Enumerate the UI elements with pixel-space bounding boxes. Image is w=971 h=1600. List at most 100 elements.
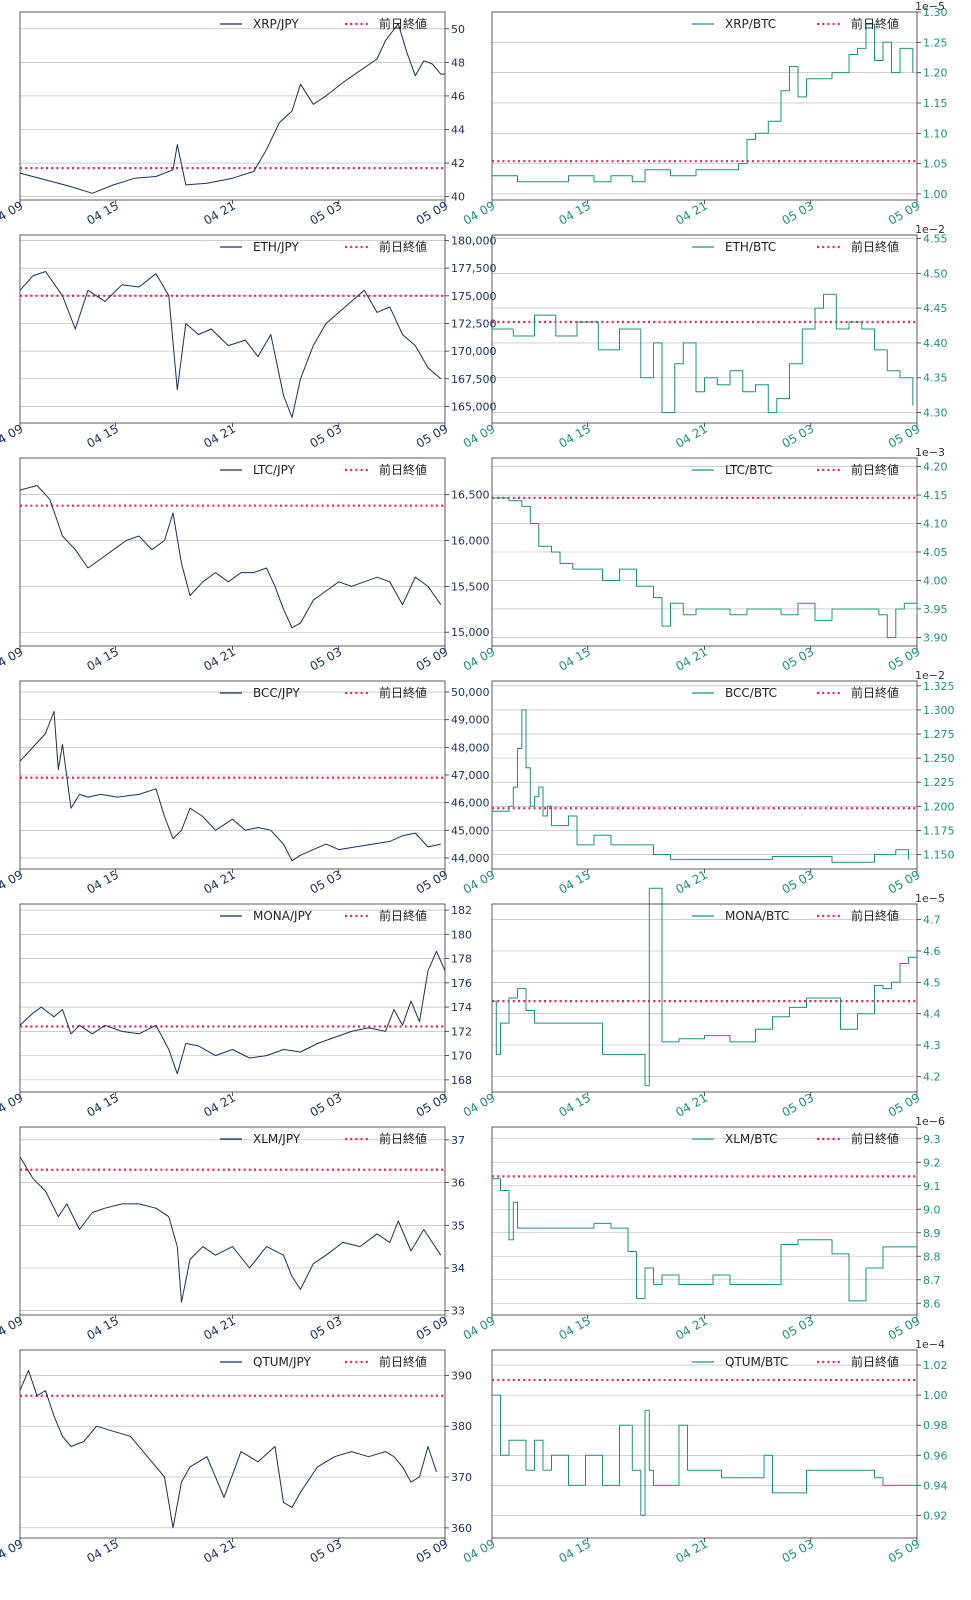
y-tick-label: 1.225 <box>923 776 955 789</box>
y-tick-label: 176 <box>451 977 472 990</box>
y-tick-label: 40 <box>451 191 465 204</box>
legend-reference-label: 前日終値 <box>379 685 427 700</box>
y-tick-label: 9.3 <box>923 1133 941 1146</box>
plot-frame <box>19 903 446 1093</box>
x-tick-label: 04 15 <box>556 1313 593 1342</box>
legend-reference-label: 前日終値 <box>851 239 899 254</box>
plot-frame <box>491 1349 918 1539</box>
legend-reference-label: 前日終値 <box>851 1131 899 1146</box>
x-tick-label: 05 09 <box>414 1090 451 1119</box>
axis-exponent: 1e−5 <box>915 892 945 905</box>
x-tick-label: 05 03 <box>307 1090 344 1119</box>
y-tick-label: 172,500 <box>451 317 497 330</box>
y-tick-label: 37 <box>451 1134 465 1147</box>
legend-reference-label: 前日終値 <box>851 1354 899 1369</box>
y-tick-label: 1.20 <box>923 67 948 80</box>
x-tick-label: 05 03 <box>779 421 816 450</box>
y-tick-label: 49,000 <box>451 714 490 727</box>
chart-7: 1.150 1.175 1.200 1.225 1.250 1.275 1.300 1.325… <box>461 669 955 897</box>
axis-exponent: 1e−5 <box>915 0 945 13</box>
legend-series-label: MONA/BTC <box>725 909 789 923</box>
series-line <box>19 23 445 194</box>
x-tick-label: 05 09 <box>414 1313 451 1342</box>
series-line <box>19 710 441 862</box>
y-tick-label: 50,000 <box>451 686 490 699</box>
y-tick-label: 182 <box>451 904 472 917</box>
x-tick-label: 05 03 <box>307 1536 344 1565</box>
y-tick-label: 4.05 <box>923 546 948 559</box>
y-tick-label: 1.25 <box>923 36 948 49</box>
y-tick-label: 48,000 <box>451 741 490 754</box>
chart-13: 0.92 0.94 0.96 0.98 1.00 1.02 1e−4 04 09 04 15 04… <box>461 1338 948 1566</box>
y-tick-label: 1.150 <box>923 849 955 862</box>
axis-exponent: 1e−4 <box>915 1338 945 1351</box>
legend-reference-label: 前日終値 <box>851 908 899 923</box>
legend-series-label: QTUM/BTC <box>725 1355 788 1369</box>
y-tick-label: 34 <box>451 1262 465 1275</box>
x-tick-label: 04 09 <box>461 1090 498 1119</box>
y-tick-label: 8.7 <box>923 1274 941 1287</box>
legend-series-label: BCC/JPY <box>253 686 300 700</box>
y-tick-label: 1.325 <box>923 680 955 693</box>
x-tick-label: 04 09 <box>0 1090 26 1119</box>
x-tick-label: 05 03 <box>307 867 344 896</box>
x-tick-label: 04 15 <box>556 198 593 227</box>
x-tick-label: 04 15 <box>84 198 121 227</box>
chart-2: 165,000 167,500 170,000 172,500 175,000 177,5… <box>0 235 497 451</box>
x-tick-label: 04 15 <box>556 421 593 450</box>
legend-reference-label: 前日終値 <box>379 16 427 31</box>
y-tick-label: 35 <box>451 1219 465 1232</box>
chart-8: 168 170 172 174 176 178 180 182 04 09 04 15 04 21 0… <box>0 903 472 1120</box>
x-tick-label: 04 15 <box>84 421 121 450</box>
x-tick-label: 04 09 <box>0 644 26 673</box>
axis-exponent: 1e−3 <box>915 446 945 459</box>
y-tick-label: 4.55 <box>923 232 948 245</box>
x-tick-label: 05 09 <box>414 1536 451 1565</box>
y-tick-label: 174 <box>451 1001 472 1014</box>
x-tick-label: 04 09 <box>0 1536 26 1565</box>
y-tick-label: 8.8 <box>923 1250 941 1263</box>
y-tick-label: 8.6 <box>923 1297 941 1310</box>
axis-exponent: 1e−2 <box>915 669 945 682</box>
y-tick-label: 1.10 <box>923 127 948 140</box>
x-tick-label: 05 03 <box>307 421 344 450</box>
y-tick-label: 4.30 <box>923 407 948 420</box>
series-line <box>492 887 917 1087</box>
y-tick-label: 1.30 <box>923 6 948 19</box>
x-tick-label: 05 03 <box>779 198 816 227</box>
legend-reference-label: 前日終値 <box>379 1354 427 1369</box>
plot-frame <box>491 680 918 870</box>
chart-11: 8.6 8.7 8.8 8.9 9.0 9.1 9.2 9.3 1e−6 04 09 04 15 04… <box>461 1115 945 1343</box>
x-tick-label: 04 15 <box>84 644 121 673</box>
y-tick-label: 4.20 <box>923 461 948 474</box>
y-tick-label: 4.40 <box>923 337 948 350</box>
y-tick-label: 1.175 <box>923 824 955 837</box>
y-tick-label: 4.2 <box>923 1070 941 1083</box>
chart-10: 33 34 35 36 37 04 09 04 15 04 21 05 03 05 09 XLM/J… <box>0 1126 465 1343</box>
x-tick-label: 04 15 <box>556 1536 593 1565</box>
x-tick-label: 05 03 <box>779 1090 816 1119</box>
x-tick-label: 04 21 <box>673 1313 710 1342</box>
y-tick-label: 1.02 <box>923 1359 948 1372</box>
y-tick-label: 170,000 <box>451 345 497 358</box>
plot-frame <box>491 11 918 201</box>
y-tick-label: 33 <box>451 1305 465 1318</box>
legend-reference-label: 前日終値 <box>379 1131 427 1146</box>
series-line <box>19 950 446 1075</box>
chart-9: 4.2 4.3 4.4 4.5 4.6 4.7 1e−5 04 09 04 15 04 21 05 … <box>461 887 945 1120</box>
x-tick-label: 04 21 <box>201 421 238 450</box>
x-tick-label: 05 03 <box>307 644 344 673</box>
y-tick-label: 172 <box>451 1025 472 1038</box>
y-tick-label: 1.15 <box>923 97 948 110</box>
x-tick-label: 04 21 <box>673 1536 710 1565</box>
y-tick-label: 1.00 <box>923 188 948 201</box>
x-tick-label: 04 21 <box>673 867 710 896</box>
y-tick-label: 0.96 <box>923 1449 948 1462</box>
x-tick-label: 04 21 <box>673 644 710 673</box>
y-tick-label: 36 <box>451 1177 465 1190</box>
x-tick-label: 04 15 <box>556 867 593 896</box>
x-tick-label: 04 09 <box>461 198 498 227</box>
x-tick-label: 05 09 <box>414 198 451 227</box>
series-line <box>19 1156 442 1303</box>
